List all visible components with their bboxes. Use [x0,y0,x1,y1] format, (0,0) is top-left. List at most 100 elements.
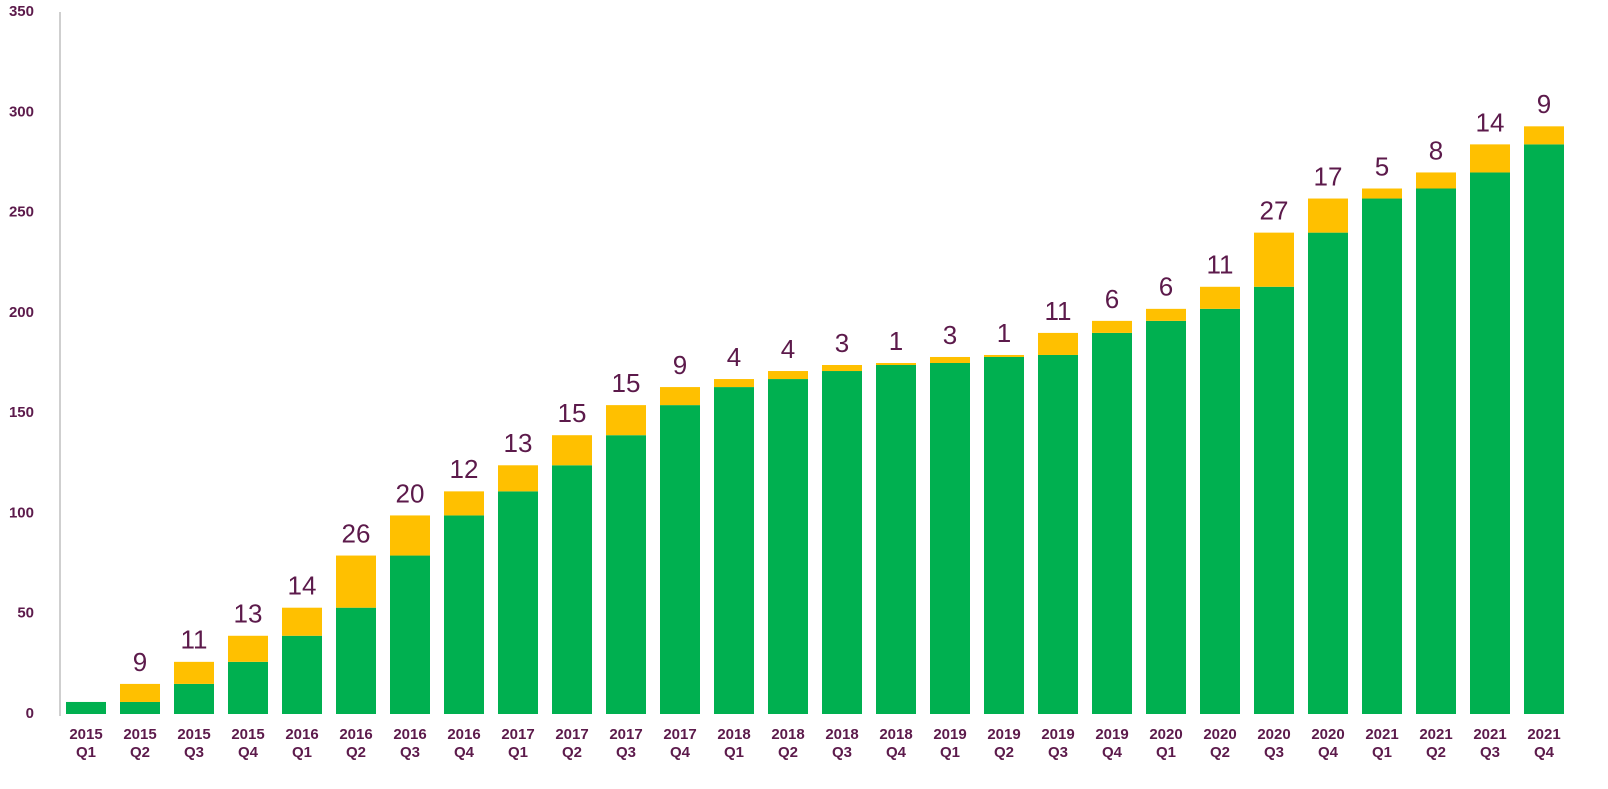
x-tick-label: 2019 Q1 [933,726,967,761]
bar-segment [1146,320,1186,714]
bar-segment [1254,286,1294,714]
bar-segment [174,683,214,714]
bar-segment [228,635,268,662]
y-tick-label: 200 [9,304,34,321]
x-tick-label: 2018 Q4 [879,726,913,761]
data-label: 3 [835,328,849,358]
bar-segment [606,405,646,436]
x-tick-label: 2016 Q2 [339,726,373,761]
bar-segment [822,365,862,372]
x-tick-label: 2018 Q1 [717,726,751,761]
bar-segment [1200,286,1240,309]
bar-segment [1146,308,1186,321]
data-label: 14 [288,571,317,601]
data-label: 1 [997,318,1011,348]
x-tick-label: 2016 Q1 [285,726,319,761]
bar-segment [336,555,376,608]
bar-segment [228,661,268,714]
bar-segment [444,491,484,516]
bar-segment [1470,144,1510,173]
y-tick-label: 0 [26,705,34,722]
bar-segment [984,354,1024,357]
data-label: 11 [1207,250,1234,280]
y-tick-label: 250 [9,204,34,221]
bar-segment [768,371,808,380]
x-tick-label: 2017 Q3 [609,726,643,761]
data-label: 9 [1537,89,1551,119]
bar-segment [1308,232,1348,714]
data-label: 15 [612,368,641,398]
data-label: 1 [889,326,903,356]
bar-segment [390,555,430,714]
y-tick-label: 150 [9,404,34,421]
x-tick-label: 2021 Q2 [1419,726,1453,761]
x-tick-label: 2015 Q4 [231,726,265,761]
data-label: 5 [1375,151,1389,181]
x-tick-label: 2021 Q3 [1473,726,1507,761]
data-label: 6 [1105,284,1119,314]
data-label: 26 [342,518,371,548]
x-tick-label: 2015 Q3 [177,726,211,761]
bar-segment [606,435,646,714]
bar-segment [768,379,808,714]
x-tick-label: 2018 Q2 [771,726,805,761]
x-tick-label: 2020 Q2 [1203,726,1237,761]
bar-segment [714,387,754,714]
y-tick-label: 50 [17,605,34,622]
bar-segment [282,635,322,714]
bar-segment [1524,144,1564,714]
x-tick-label: 2019 Q4 [1095,726,1129,761]
bar-segment [930,356,970,363]
x-tick-label: 2016 Q3 [393,726,427,761]
data-label: 4 [727,342,741,372]
data-label: 17 [1314,161,1343,191]
bar-segment [1254,232,1294,287]
bar-segment [120,701,160,714]
bar-segment [498,491,538,714]
bar-segment [876,363,916,366]
data-label: 27 [1260,196,1289,226]
data-label: 8 [1429,135,1443,165]
bar-segment [444,515,484,714]
bar-segment [660,405,700,714]
data-label: 14 [1476,107,1505,137]
data-label: 6 [1159,272,1173,302]
data-label: 20 [396,478,425,508]
x-tick-label: 2020 Q4 [1311,726,1345,761]
bar-segment [1470,172,1510,714]
bar-segment [660,387,700,406]
data-label: 4 [781,334,795,364]
data-label: 9 [133,647,147,677]
data-label: 3 [943,320,957,350]
x-tick-label: 2021 Q4 [1527,726,1561,761]
bar-segment [552,465,592,714]
bar-segment [984,356,1024,714]
data-label: 15 [558,398,587,428]
data-label: 12 [450,454,479,484]
x-tick-label: 2017 Q2 [555,726,589,761]
y-tick-label: 300 [9,103,34,120]
data-label: 9 [673,350,687,380]
x-tick-label: 2015 Q2 [123,726,157,761]
x-tick-label: 2021 Q1 [1365,726,1399,761]
bar-segment [1416,188,1456,714]
bar-segment [120,683,160,702]
bar-segment [174,661,214,684]
bar-segment [390,515,430,556]
bar-segment [930,363,970,714]
bar-segment [1308,198,1348,233]
bar-segment [1092,332,1132,714]
bar-segment [1200,308,1240,714]
bar-segment [1362,198,1402,714]
data-label: 11 [1045,296,1072,326]
bar-segment [498,465,538,492]
x-tick-label: 2015 Q1 [69,726,103,761]
y-tick-label: 350 [9,3,34,20]
bar-segment [876,365,916,714]
x-tick-label: 2019 Q2 [987,726,1021,761]
x-tick-label: 2016 Q4 [447,726,481,761]
x-tick-label: 2017 Q1 [501,726,535,761]
bar-segment [1038,332,1078,355]
